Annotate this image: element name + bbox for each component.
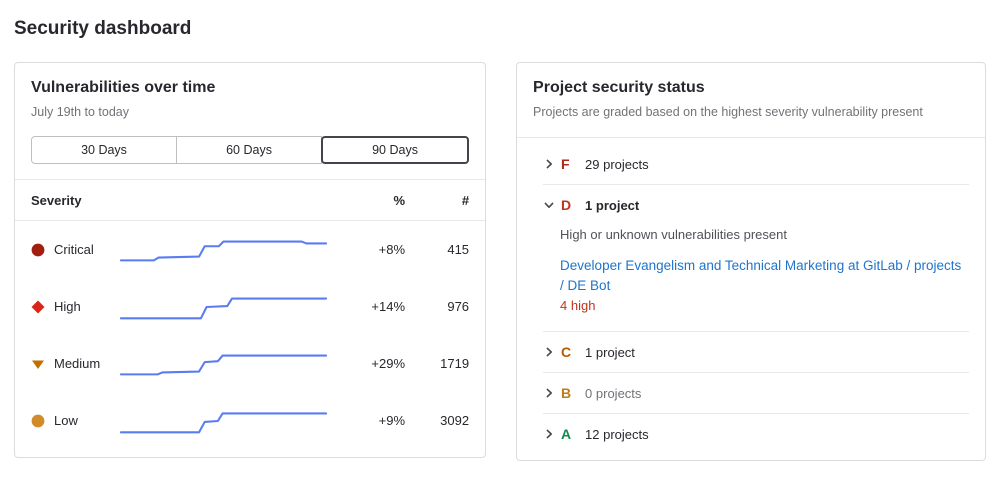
severity-high-icon — [31, 300, 45, 314]
grade-description: High or unknown vulnerabilities present — [560, 227, 787, 242]
severity-row-critical: Critical +8% 415 — [31, 221, 469, 278]
grade-divider — [543, 372, 969, 374]
grade-row-a[interactable]: A 12 projects — [533, 414, 969, 454]
severity-low-icon — [31, 414, 45, 428]
project-vulnerability-summary: 4 high — [560, 298, 596, 314]
grade-count-label: 12 projects — [585, 426, 649, 442]
page-title: Security dashboard — [14, 18, 192, 39]
grade-divider — [543, 413, 969, 415]
grade-letter-a: A — [561, 426, 572, 443]
vulnerabilities-card-title: Vulnerabilities over time — [31, 79, 216, 96]
vulnerabilities-over-time-card: Vulnerabilities over time July 19th to t… — [14, 62, 487, 458]
time-range-button-group: 30 Days 60 Days 90 Days — [31, 136, 470, 164]
percent-change-value: +29% — [371, 356, 406, 371]
grade-list: F 29 projects D 1 project High or unknow… — [517, 138, 985, 460]
project-status-card-title: Project security status — [533, 79, 705, 96]
project-link[interactable]: Developer Evangelism and Technical Marke… — [560, 258, 962, 293]
project-security-status-card: Project security status Projects are gra… — [516, 62, 986, 462]
medium-sparkline-chart — [120, 353, 328, 375]
percent-column-header: % — [393, 192, 406, 208]
percent-change-value: +9% — [378, 413, 406, 428]
critical-sparkline-chart — [120, 239, 328, 261]
severity-label: Critical — [54, 242, 94, 257]
vulnerabilities-card-subtitle: July 19th to today — [31, 105, 129, 119]
count-column-header: # — [461, 192, 470, 208]
table-top-divider — [15, 179, 486, 180]
severity-row-high: High +14% 976 — [31, 278, 469, 335]
chevron-right-icon — [543, 346, 555, 358]
project-status-card-subtitle: Projects are graded based on the highest… — [533, 105, 923, 119]
grade-row-c[interactable]: C 1 project — [533, 332, 969, 372]
project-status-card-header: Project security status Projects are gra… — [517, 63, 985, 137]
percent-change-value: +8% — [378, 242, 406, 257]
range-60-days-button[interactable]: 60 Days — [176, 136, 323, 164]
chevron-right-icon — [543, 428, 555, 440]
vulnerabilities-card-header: Vulnerabilities over time July 19th to t… — [15, 63, 485, 164]
chevron-right-icon — [543, 158, 555, 170]
severity-row-low: Low +9% 3092 — [31, 392, 469, 449]
low-sparkline-chart — [120, 411, 328, 433]
grade-count-label: 0 projects — [585, 385, 642, 401]
grade-divider — [543, 331, 969, 333]
grade-list-top-divider — [517, 137, 985, 138]
grade-row-d[interactable]: D 1 project — [533, 185, 969, 225]
vulnerability-count-value: 415 — [447, 242, 470, 257]
range-30-days-button[interactable]: 30 Days — [31, 136, 178, 164]
severity-label: Low — [54, 413, 78, 428]
grade-letter-d: D — [561, 197, 572, 213]
severity-critical-icon — [31, 243, 45, 257]
severity-label: High — [54, 299, 81, 314]
grade-row-f[interactable]: F 29 projects — [533, 144, 969, 184]
range-90-days-button[interactable]: 90 Days — [321, 136, 470, 164]
grade-d-details: High or unknown vulnerabilities present … — [543, 225, 969, 331]
grade-letter-f: F — [561, 156, 570, 172]
percent-change-value: +14% — [371, 299, 406, 314]
grade-count-label: 1 project — [585, 344, 635, 360]
high-sparkline-chart — [120, 296, 328, 319]
vulnerability-count-value: 3092 — [440, 413, 470, 428]
severity-row-medium: Medium +29% 1719 — [31, 335, 469, 392]
vulnerability-count-value: 976 — [447, 299, 470, 314]
severity-label: Medium — [54, 356, 101, 371]
severity-rows: Critical +8% 415 High +14% — [15, 221, 485, 457]
dashboard-cards: Vulnerabilities over time July 19th to t… — [14, 62, 986, 462]
grade-divider — [543, 184, 969, 185]
grade-row-b[interactable]: B 0 projects — [533, 373, 969, 413]
grade-letter-b: B — [561, 385, 572, 402]
project-item: Developer Evangelism and Technical Marke… — [560, 256, 969, 313]
vulnerability-count-value: 1719 — [440, 356, 470, 371]
chevron-down-icon — [543, 199, 555, 211]
grade-letter-c: C — [561, 344, 572, 361]
table-header-divider — [15, 220, 486, 221]
grade-count-label: 1 project — [585, 197, 640, 213]
severity-table-header: Severity % # — [15, 180, 485, 220]
grade-count-label: 29 projects — [585, 156, 649, 172]
severity-column-header: Severity — [31, 192, 82, 208]
severity-medium-icon — [31, 357, 45, 371]
chevron-right-icon — [543, 387, 555, 399]
